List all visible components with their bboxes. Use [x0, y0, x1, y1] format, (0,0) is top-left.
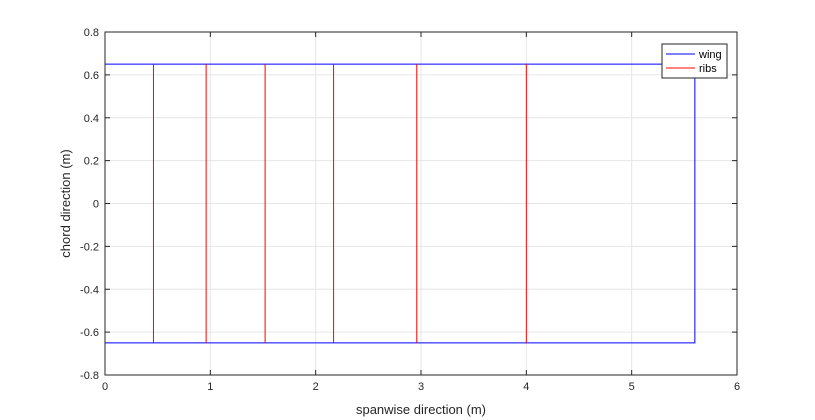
- x-tick-label: 3: [418, 381, 424, 393]
- legend-label-ribs: ribs: [699, 63, 717, 75]
- grid: [105, 32, 737, 375]
- tick-labels: 0 1 2 3 4 5 6 -0.8 -0.6 -0.4 -0.2 0 0.2 0.4 0.6 0.8: [80, 27, 740, 393]
- y-tick-label: 0.6: [84, 70, 99, 82]
- y-axis-label: chord direction (m): [58, 149, 73, 257]
- ticks: [104, 31, 738, 376]
- x-tick-label: 4: [523, 381, 529, 393]
- y-tick-label: -0.8: [80, 370, 99, 382]
- y-tick-label: -0.4: [80, 284, 99, 296]
- x-tick-label: 5: [629, 381, 635, 393]
- legend: wing ribs: [661, 43, 728, 79]
- x-axis-label: spanwise direction (m): [356, 402, 486, 417]
- x-tick-label: 1: [207, 381, 213, 393]
- y-tick-label: -0.2: [80, 241, 99, 253]
- series-ribs: [104, 64, 527, 343]
- y-tick-label: -0.6: [80, 327, 99, 339]
- legend-box: [661, 43, 728, 79]
- x-tick-label: 2: [313, 381, 319, 393]
- legend-label-wing: wing: [698, 49, 722, 61]
- x-tick-label: 6: [734, 381, 740, 393]
- y-tick-label: 0: [93, 199, 99, 211]
- x-tick-label: 0: [102, 381, 108, 393]
- y-tick-label: 0.4: [84, 113, 99, 125]
- y-tick-label: 0.8: [84, 27, 99, 39]
- y-tick-label: 0.2: [84, 156, 99, 168]
